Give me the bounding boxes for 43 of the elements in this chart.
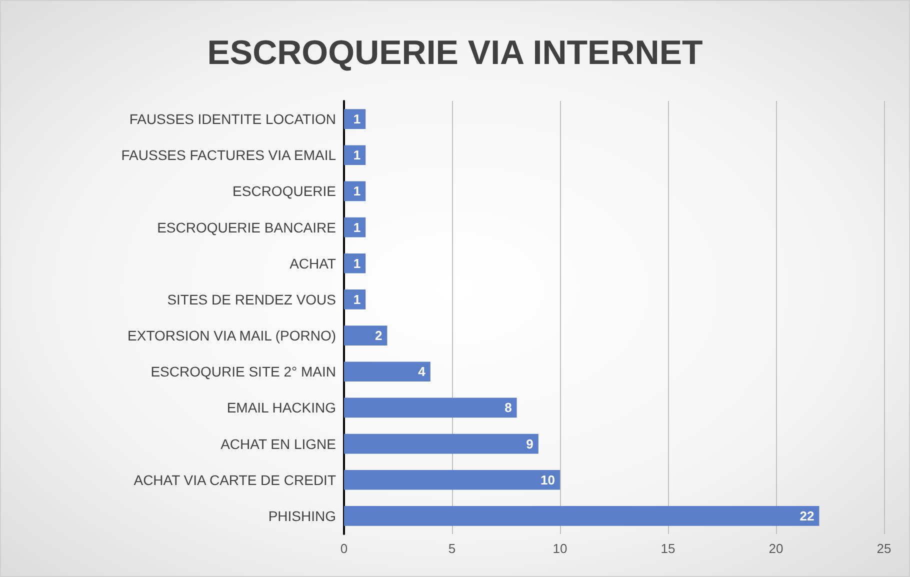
bar [344,470,560,490]
x-tick-label: 10 [552,541,568,556]
data-label: 10 [540,472,555,488]
data-label: 8 [504,400,512,416]
y-tick-label: ESCROQUERIE [232,183,336,200]
y-tick-label: EMAIL HACKING [226,400,336,416]
bar [344,217,366,238]
y-tick-label: FAUSSES IDENTITE LOCATION [129,111,336,128]
data-label: 22 [800,508,814,524]
data-label: 1 [353,256,361,271]
bar [344,398,517,418]
x-tick-label: 15 [660,541,676,556]
x-tick-label: 25 [876,541,892,556]
bar [344,181,366,202]
bar [344,145,366,166]
data-label: 1 [353,148,361,163]
data-label: 2 [374,328,382,344]
bar [344,434,538,454]
data-label: 1 [353,220,361,235]
data-label: 9 [526,436,534,452]
y-tick-label: ACHAT EN LIGNE [220,436,336,452]
data-label: 1 [353,184,361,199]
data-label: 4 [418,364,426,380]
data-label: 1 [353,292,361,307]
bar [344,290,366,310]
x-tick-label: 0 [340,541,348,556]
bar [344,326,388,346]
chart-title: ESCROQUERIE VIA INTERNET [207,34,704,72]
data-label: 1 [353,112,361,127]
bar [344,253,366,274]
bar [344,109,366,129]
y-tick-label: FAUSSES FACTURES VIA EMAIL [121,147,336,164]
y-tick-label: PHISHING [268,508,336,524]
y-tick-label: ACHAT VIA CARTE DE CREDIT [134,472,336,488]
x-tick-label: 20 [768,541,784,556]
y-tick-label: SITES DE RENDEZ VOUS [167,291,336,308]
y-tick-label: ESCROQUERIE BANCAIRE [157,219,336,236]
bar [344,506,820,526]
y-tick-label: ESCROQURIE SITE 2° MAIN [150,364,336,380]
y-tick-label: EXTORSION VIA MAIL (PORNO) [128,328,336,344]
x-tick-label: 5 [448,541,456,556]
bar [344,362,430,382]
y-tick-label: ACHAT [290,255,336,272]
